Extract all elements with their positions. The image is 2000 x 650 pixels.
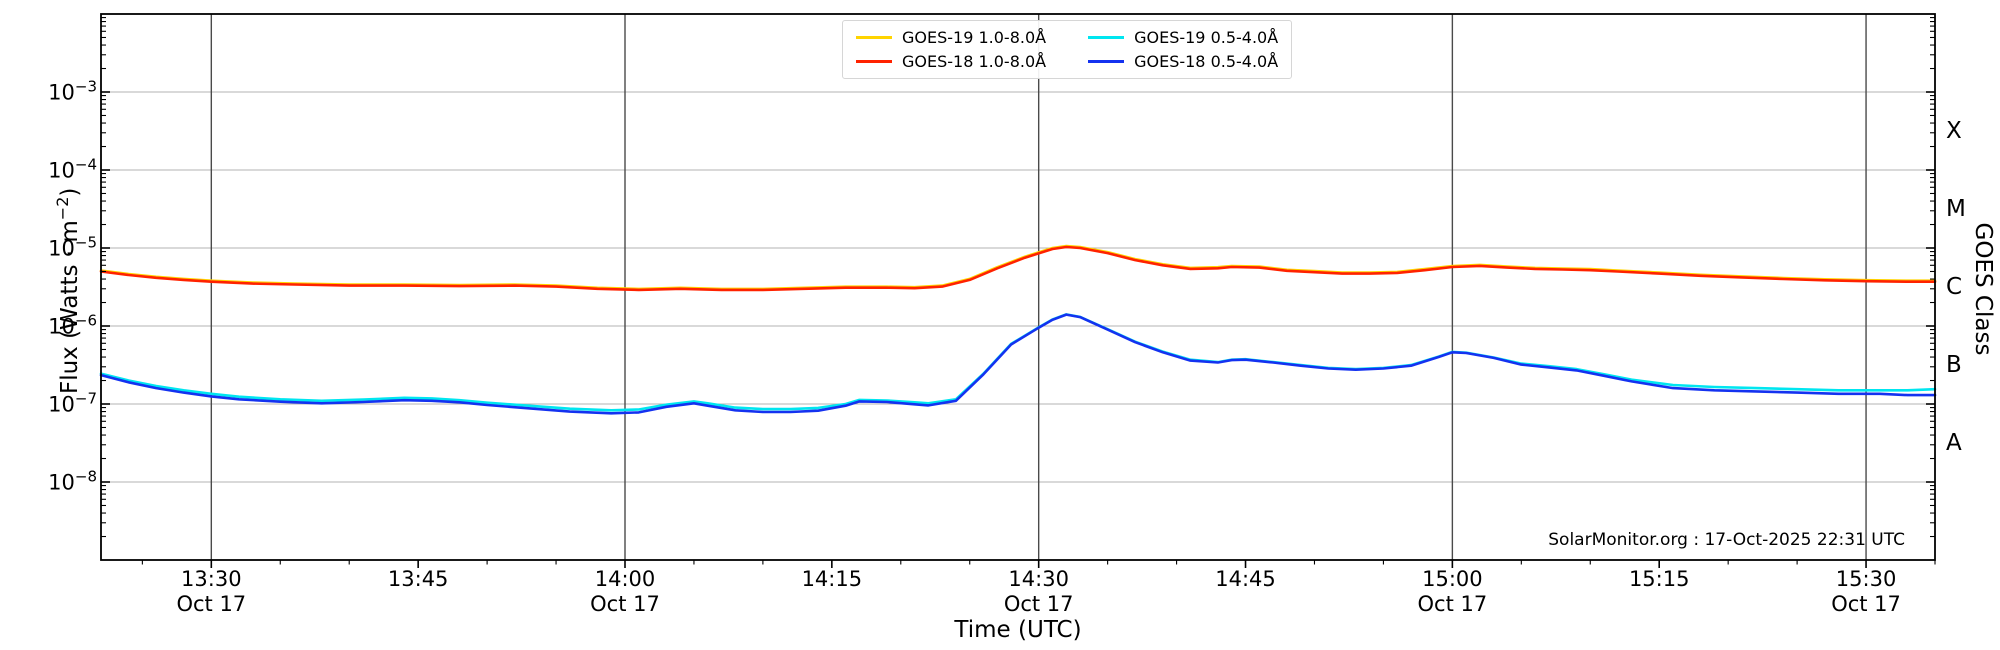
y-tick-label: 10−4 <box>48 155 97 183</box>
legend-label: GOES-18 1.0-8.0Å <box>902 52 1047 71</box>
x-tick-label: 15:00 Oct 17 <box>1417 567 1488 616</box>
plot-border <box>100 13 1936 561</box>
legend-label: GOES-19 0.5-4.0Å <box>1134 28 1279 47</box>
goes-class-letter-C: C <box>1946 274 1963 300</box>
x-tick-date: Oct 17 <box>176 592 247 616</box>
legend-swatch-goes18-short <box>1088 60 1125 63</box>
chart-legend: GOES-19 1.0-8.0Å GOES-18 1.0-8.0Å GOES-19 … <box>842 20 1293 79</box>
y-tick-label: 10−8 <box>48 467 97 495</box>
y-tick-label: 10−7 <box>48 389 97 417</box>
x-tick-date: Oct 17 <box>1417 592 1488 616</box>
legend-label: GOES-18 0.5-4.0Å <box>1134 52 1279 71</box>
right-axis-title: GOES Class <box>1970 222 1996 356</box>
x-tick-date: Oct 17 <box>590 592 660 616</box>
legend-item-goes18-long: GOES-18 1.0-8.0Å <box>856 52 1046 71</box>
x-tick-date: Oct 17 <box>1003 592 1074 616</box>
legend-item-goes19-short: GOES-19 0.5-4.0Å <box>1088 28 1278 47</box>
legend-swatch-goes18-long <box>856 60 892 63</box>
goes-class-letter-M: M <box>1946 196 1966 222</box>
series-goes19-short <box>99 313 1937 412</box>
goes-class-letter-A: A <box>1946 430 1962 456</box>
series-goes19-long <box>99 244 1937 291</box>
y-tick-label: 10−5 <box>48 233 97 261</box>
x-tick-label: 14:30 Oct 17 <box>1003 567 1074 616</box>
legend-swatch-goes19-long <box>856 36 892 39</box>
legend-item-goes18-short: GOES-18 0.5-4.0Å <box>1088 52 1278 71</box>
attribution-text: SolarMonitor.org : 17-Oct-2025 22:31 UTC <box>1548 530 1905 550</box>
y-axis-title: Flux (Watts · m−2) <box>53 187 83 395</box>
x-tick-label: 13:30 Oct 17 <box>176 567 247 616</box>
x-tick-label: 14:15 <box>801 567 863 591</box>
x-tick-label: 13:45 <box>387 567 449 591</box>
x-tick-label: 15:15 <box>1628 567 1690 591</box>
goes-class-letter-B: B <box>1946 352 1962 378</box>
x-tick-date: Oct 17 <box>1831 592 1901 616</box>
y-tick-label: 10−3 <box>48 77 97 105</box>
y-tick-label: 10−6 <box>48 311 97 339</box>
series-goes18-long <box>99 245 1937 292</box>
legend-label: GOES-19 1.0-8.0Å <box>902 28 1047 47</box>
axis-ticks <box>101 17 1936 568</box>
x-tick-label: 14:45 <box>1215 567 1276 591</box>
series-goes18-short <box>99 313 1937 415</box>
legend-swatch-goes19-short <box>1088 36 1125 39</box>
x-tick-label: 14:00 Oct 17 <box>590 567 660 616</box>
x-tick-label: 15:30 Oct 17 <box>1831 567 1901 616</box>
x-axis-title: Time (UTC) <box>954 617 1082 643</box>
legend-item-goes19-long: GOES-19 1.0-8.0Å <box>856 28 1046 47</box>
goes-class-letter-X: X <box>1946 118 1962 144</box>
